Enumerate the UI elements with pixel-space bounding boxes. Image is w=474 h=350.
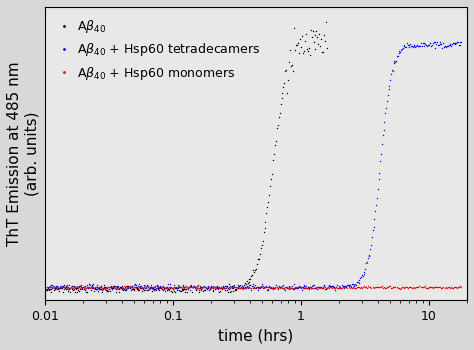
X-axis label: time (hrs): time (hrs): [219, 328, 293, 343]
Y-axis label: ThT Emission at 485 nm
(arb. units): ThT Emission at 485 nm (arb. units): [7, 61, 39, 246]
Legend: A$\beta_{40}$, A$\beta_{40}$ + Hsp60 tetradecamers, A$\beta_{40}$ + Hsp60 monome: A$\beta_{40}$, A$\beta_{40}$ + Hsp60 tet…: [51, 13, 266, 87]
